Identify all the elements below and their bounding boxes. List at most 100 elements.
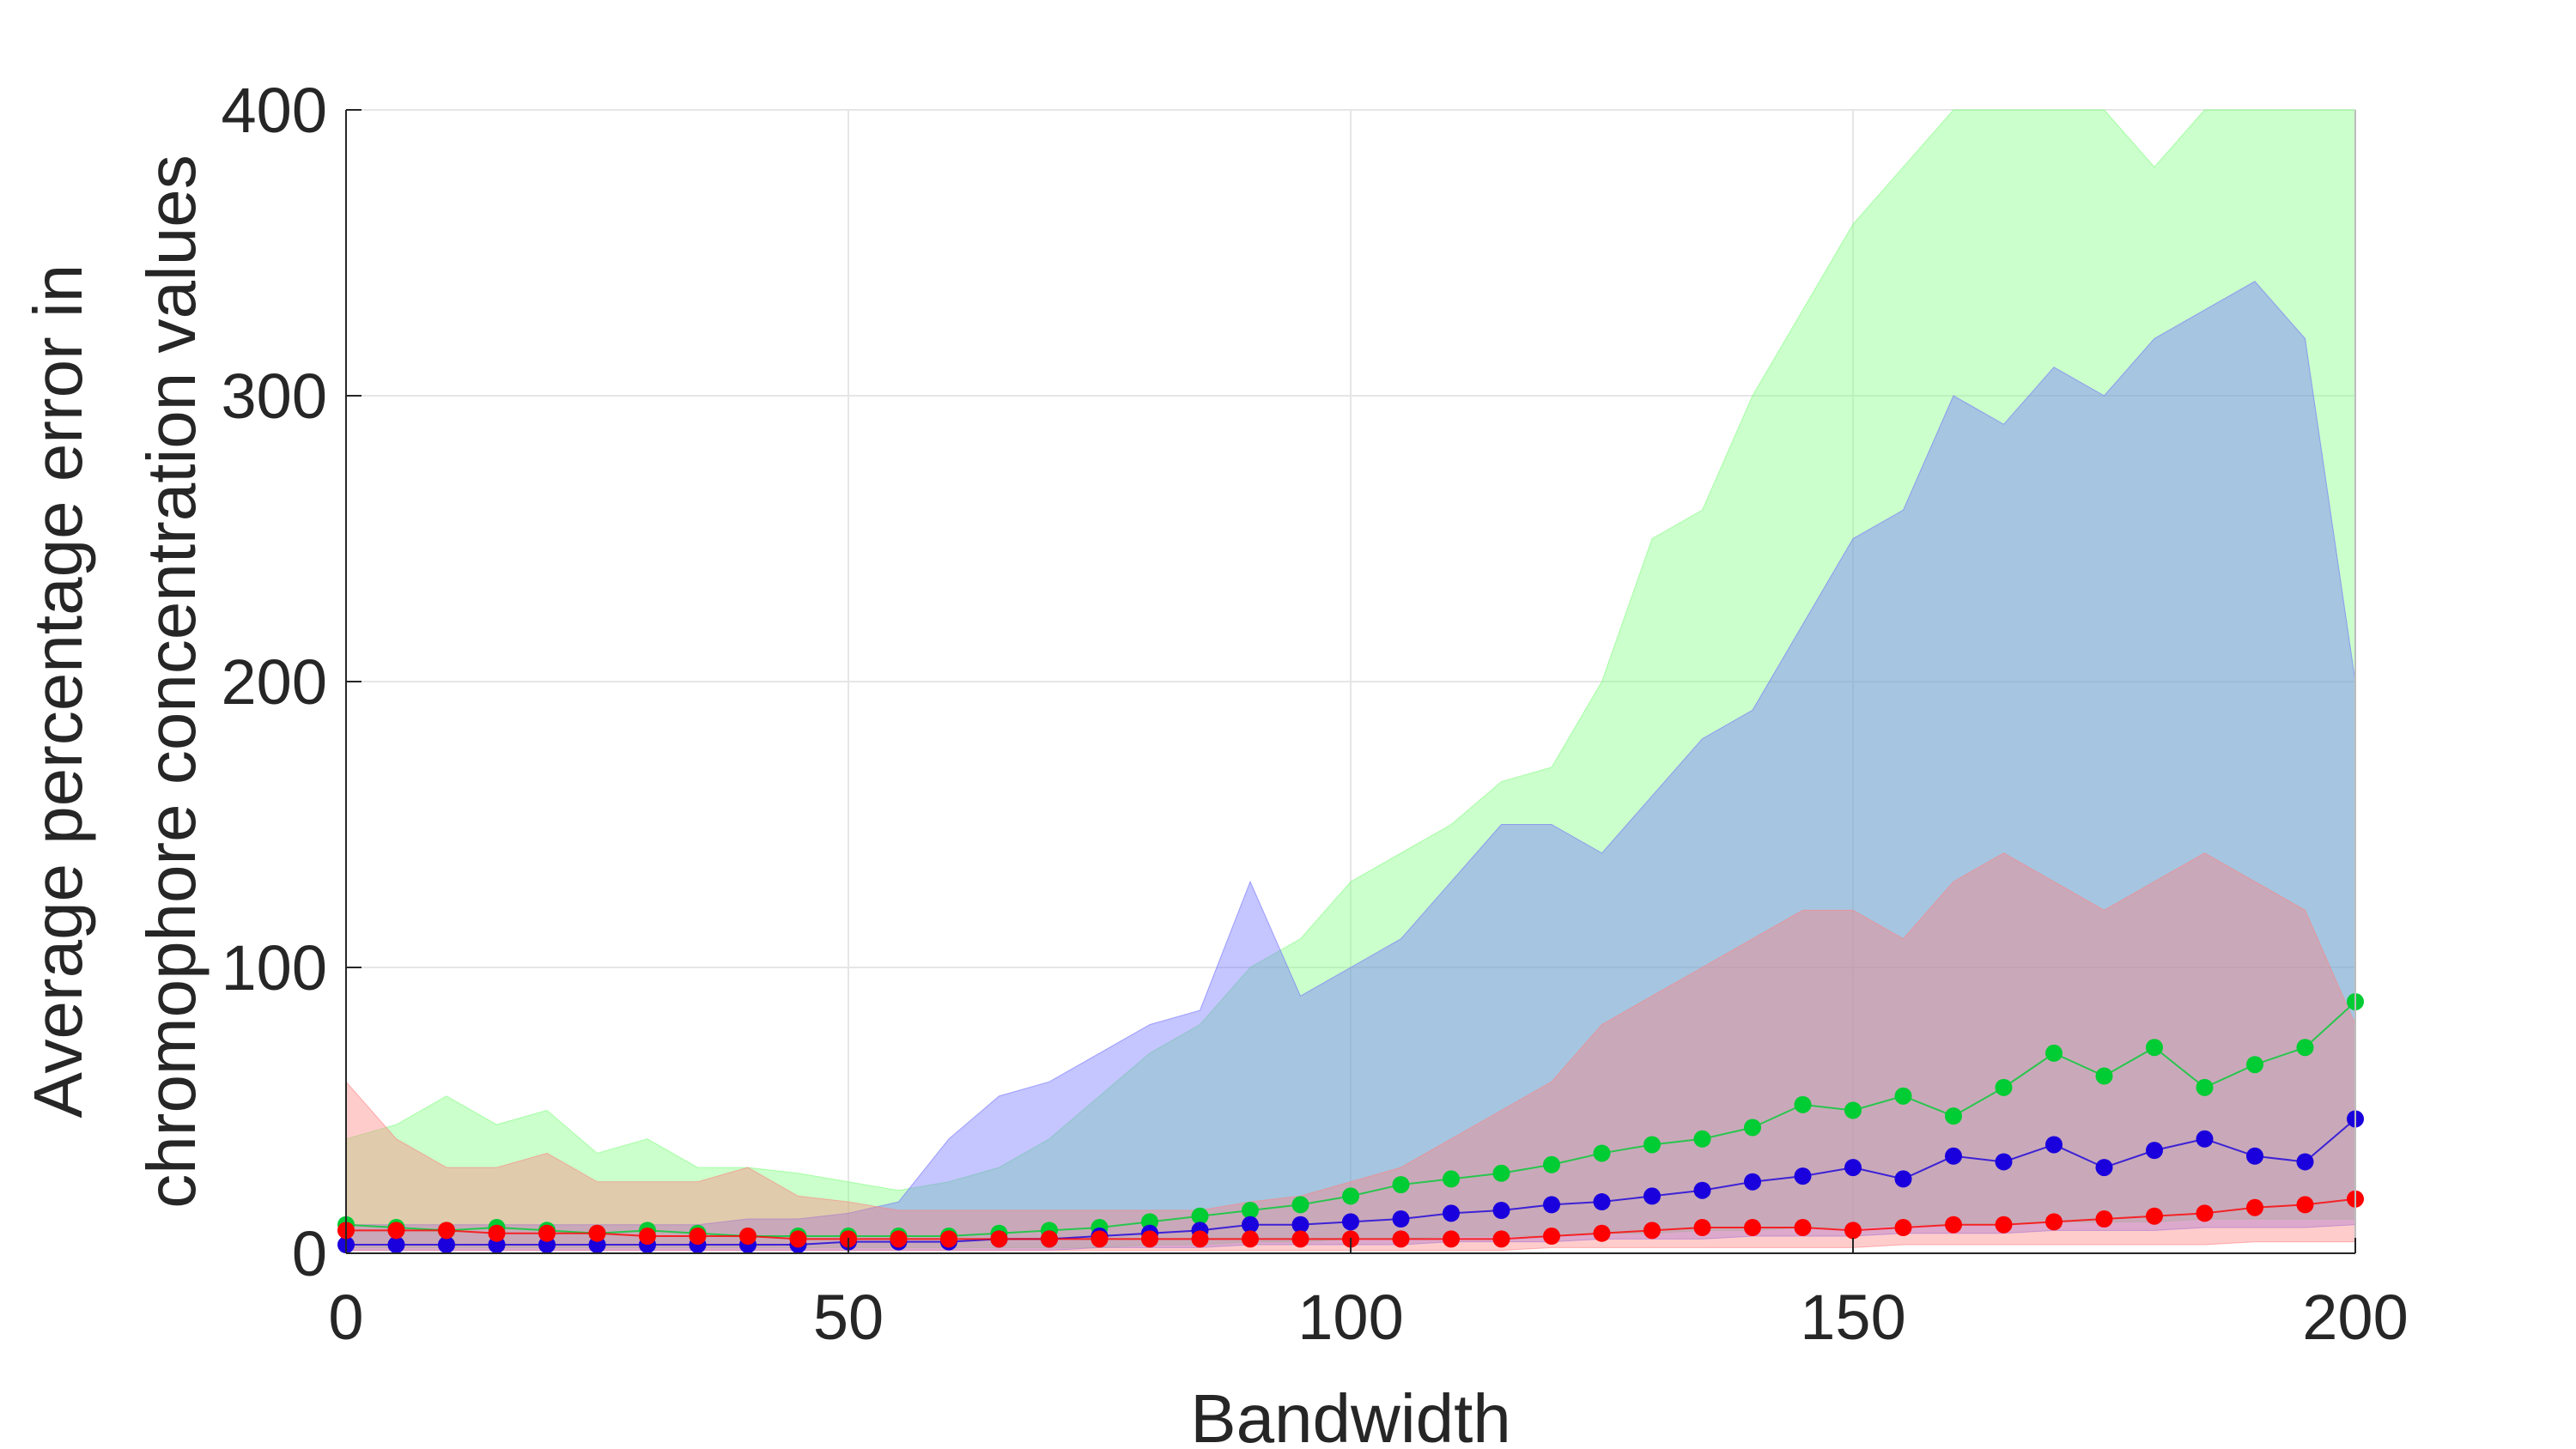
- series-1-point: [1492, 1202, 1510, 1220]
- series-2-point: [789, 1230, 807, 1248]
- series-1-point: [1995, 1153, 2013, 1171]
- series-2-point: [689, 1228, 707, 1246]
- series-0-point: [1693, 1130, 1711, 1148]
- series-2-point: [639, 1228, 656, 1246]
- series-2-point: [890, 1230, 908, 1248]
- series-0-point: [1392, 1176, 1410, 1194]
- series-0-point: [1492, 1164, 1510, 1182]
- series-0-point: [1342, 1187, 1359, 1205]
- series-0-point: [2095, 1067, 2113, 1085]
- series-1-point: [1894, 1170, 1912, 1188]
- series-2-point: [1291, 1230, 1309, 1248]
- series-2-point: [739, 1228, 756, 1246]
- series-1-point: [1593, 1193, 1611, 1211]
- series-2-point: [1543, 1228, 1560, 1246]
- series-0-point: [2045, 1044, 2063, 1062]
- series-1-point: [2196, 1130, 2214, 1148]
- series-0-point: [1242, 1202, 1259, 1220]
- series-0-point: [1191, 1207, 1209, 1225]
- series-2-point: [488, 1224, 506, 1242]
- series-2-point: [1443, 1230, 1460, 1248]
- series-1-point: [1945, 1147, 1962, 1165]
- axes: [345, 109, 2356, 1254]
- y-axis-label-line-1: Average percentage error in: [20, 264, 96, 1119]
- series-2-point: [1643, 1222, 1661, 1240]
- series-1-point: [2045, 1136, 2063, 1154]
- y-tick-label: 300: [222, 361, 327, 432]
- series-1-point: [438, 1236, 455, 1254]
- series-0-point: [1744, 1119, 1761, 1137]
- series-1-point: [1643, 1187, 1661, 1205]
- series-2-point: [1995, 1216, 2013, 1234]
- series-2-point: [1492, 1230, 1510, 1248]
- series-2-point: [1945, 1216, 1962, 1234]
- y-tick-label: 0: [292, 1218, 327, 1289]
- series-2-point: [1242, 1230, 1259, 1248]
- series-0-point: [1844, 1101, 1862, 1119]
- series-2-point: [1041, 1230, 1058, 1248]
- series-1-point: [1844, 1159, 1862, 1177]
- series-1-point: [1543, 1196, 1560, 1214]
- series-0-point: [2196, 1078, 2214, 1096]
- series-1-point: [387, 1236, 405, 1254]
- series-0-point: [1894, 1087, 1912, 1105]
- series-1-point: [1392, 1210, 1410, 1228]
- series-1-point: [2296, 1153, 2314, 1171]
- x-tick-label: 150: [1800, 1282, 1905, 1353]
- series-2-point: [1141, 1230, 1158, 1248]
- series-0-point: [1643, 1136, 1661, 1154]
- series-2-point: [2146, 1207, 2163, 1225]
- series-1-point: [1693, 1181, 1711, 1199]
- series-0-point: [1543, 1155, 1560, 1173]
- x-tick-label: 50: [813, 1282, 884, 1353]
- series-2-point: [2296, 1196, 2314, 1214]
- x-axis-label: Bandwidth: [1190, 1380, 1511, 1449]
- series-points: [337, 992, 2364, 1254]
- series-2-point: [588, 1224, 606, 1242]
- series-2-point: [1693, 1219, 1711, 1237]
- series-2-point: [2246, 1198, 2263, 1216]
- series-1-point: [2246, 1147, 2263, 1165]
- series-2-point: [1894, 1219, 1912, 1237]
- series-1-point: [2146, 1142, 2163, 1160]
- series-0-point: [1794, 1095, 1812, 1113]
- series-2-point: [1392, 1230, 1410, 1248]
- series-2-point: [538, 1224, 556, 1242]
- series-1-point: [1744, 1173, 1761, 1191]
- series-2-point: [2095, 1210, 2113, 1228]
- x-tick-label: 0: [328, 1282, 363, 1353]
- x-tick-label: 100: [1297, 1282, 1403, 1353]
- y-tick-labels: 0 100 200 300 400: [222, 75, 327, 1289]
- series-0-point: [2296, 1039, 2314, 1057]
- series-0-point: [1945, 1107, 1962, 1125]
- series-0-point: [1593, 1144, 1611, 1162]
- series-1-point: [1291, 1216, 1309, 1234]
- y-tick-label: 100: [222, 932, 327, 1003]
- series-2-point: [2045, 1213, 2063, 1231]
- series-2-point: [2196, 1204, 2214, 1222]
- x-tick-labels: 0 50 100 150 200: [328, 1282, 2408, 1353]
- series-2-point: [1191, 1230, 1209, 1248]
- series-2-point: [1593, 1224, 1611, 1242]
- series-2-point: [940, 1230, 957, 1248]
- y-tick-label: 200: [222, 646, 327, 718]
- series-0-point: [1443, 1170, 1460, 1188]
- series-2-point: [990, 1230, 1008, 1248]
- series-2-point: [1744, 1219, 1761, 1237]
- series-2-point: [387, 1222, 405, 1240]
- series-1-point: [2095, 1159, 2113, 1177]
- series-1-point: [1342, 1213, 1359, 1231]
- y-axis-label-line-2: chromophore concentration values: [133, 155, 210, 1208]
- series-2-point: [1091, 1230, 1109, 1248]
- series-0-point: [1995, 1078, 2013, 1096]
- series-1-point: [1794, 1167, 1812, 1185]
- series-1-point: [1443, 1204, 1460, 1222]
- series-1-point: [1242, 1216, 1259, 1234]
- series-0-point: [1291, 1196, 1309, 1214]
- series-2-point: [1844, 1222, 1862, 1240]
- series-2-point: [1794, 1219, 1812, 1237]
- y-tick-label: 400: [222, 75, 327, 146]
- x-tick-label: 200: [2302, 1282, 2408, 1353]
- y-axis-label: Average percentage error in chromophore …: [20, 155, 210, 1208]
